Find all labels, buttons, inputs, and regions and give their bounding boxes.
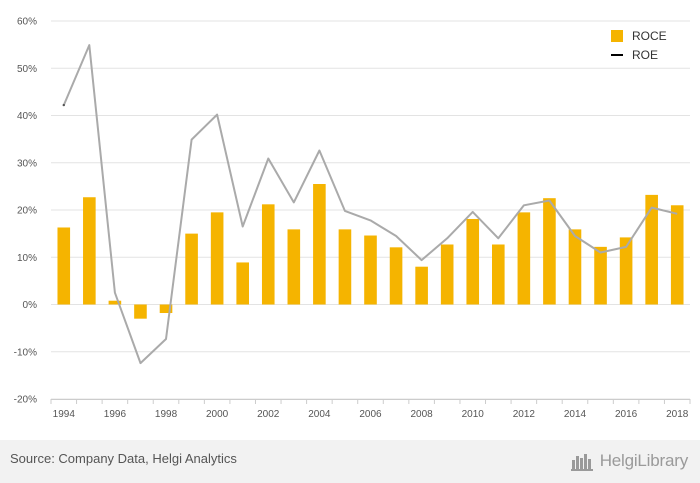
roce-bar [645, 194, 658, 305]
y-tick-label: 40% [17, 111, 37, 122]
helgi-logo-icon [570, 450, 596, 472]
roce-bar [287, 229, 301, 305]
source-text: Source: Company Data, Helgi Analytics [10, 451, 237, 466]
y-tick-label: 60% [17, 17, 37, 28]
y-tick-label: 30% [17, 158, 37, 169]
x-tick-label: 2000 [206, 409, 229, 420]
x-tick-label: 2012 [513, 409, 536, 420]
roce-bar [543, 198, 556, 305]
roce-bar [364, 235, 377, 305]
roe-point [62, 103, 65, 107]
y-axis-labels: -20% -10% 0% 10% 20% 30% 40% 50% 60% [14, 17, 37, 406]
roce-bar [57, 227, 71, 305]
x-tick-label: 2004 [308, 409, 331, 420]
y-tick-label: 0% [23, 300, 38, 311]
x-tick-label: 1996 [104, 409, 127, 420]
roce-bar [313, 184, 326, 305]
roce-bar [108, 300, 122, 305]
footer: Source: Company Data, Helgi Analytics He… [0, 440, 700, 483]
y-tick-label: -20% [14, 395, 37, 406]
roce-bar [492, 244, 505, 305]
x-tick-label: 2016 [615, 409, 638, 420]
x-tick-label: 2010 [462, 409, 485, 420]
chart-canvas: -20%-10%0%10%20%30%40%50%60% 1994 1996 199… [14, 17, 691, 420]
roce-bar [619, 237, 633, 305]
legend-roce-label: ROCE [632, 29, 667, 43]
x-tick-label: 2008 [410, 409, 433, 420]
roce-bar [338, 229, 352, 305]
y-tick-label: -10% [14, 347, 37, 358]
roce-bar [440, 244, 454, 305]
brand-name: HelgiLibrary [599, 451, 689, 470]
roe-line-layer [62, 44, 678, 365]
y-tick-label: 50% [17, 64, 37, 75]
roce-bar [210, 212, 224, 305]
roce-bar [159, 304, 173, 314]
x-tick-label: 1998 [155, 409, 178, 420]
roce-bar [236, 262, 249, 305]
x-tick-label: 2006 [359, 409, 382, 420]
gridlines [51, 20, 690, 400]
x-tick-label: 2002 [257, 409, 280, 420]
roce-bar [568, 229, 582, 305]
roce-bar [185, 233, 198, 305]
legend-roce-swatch [611, 30, 623, 42]
roce-bar [389, 247, 403, 305]
legend-roe-label: ROE [632, 48, 658, 62]
y-tick-label: 10% [17, 253, 37, 264]
legend: ROCE ROE [611, 29, 667, 62]
roce-bar [670, 205, 684, 305]
brand[interactable]: HelgiLibrary [570, 448, 688, 474]
x-axis: 1994 1996 1998 2000 2002 2004 2006 2008 2010 2012… [50, 399, 691, 420]
y-tick-label: 20% [17, 206, 37, 217]
roce-bar [415, 266, 428, 305]
roe-line [62, 44, 678, 365]
x-tick-label: 2018 [666, 409, 689, 420]
x-tick-label: 2014 [564, 409, 587, 420]
roce-bar [517, 212, 531, 305]
x-tick-label: 1994 [53, 409, 76, 420]
roce-bar [594, 246, 607, 305]
roce-bars [57, 184, 684, 319]
roce-bar [466, 218, 480, 305]
roce-bar [261, 204, 275, 305]
roce-bar [134, 304, 147, 319]
roce-bar [83, 197, 96, 305]
